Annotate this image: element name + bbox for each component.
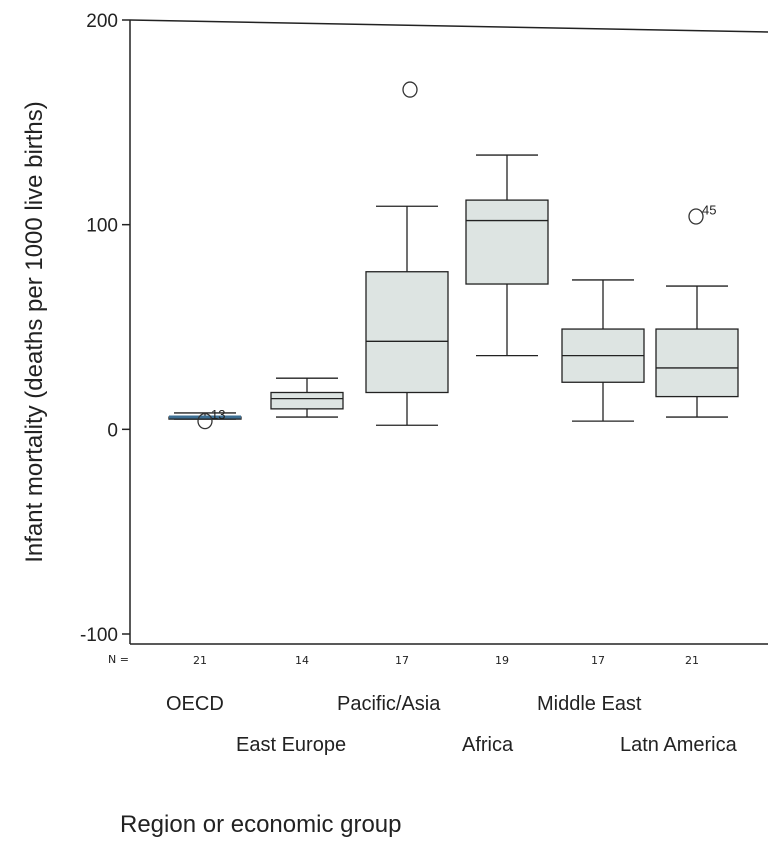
y-axis-title: Infant mortality (deaths per 1000 live b… [21,101,48,563]
category-label: East Europe [236,734,346,756]
y-tick-label: -100 [80,625,118,646]
category-label: Latn America [620,734,738,756]
box-latn-america [655,285,739,418]
box-east-europe [270,377,344,418]
outlier-point [402,81,418,98]
outlier-point [688,208,704,225]
category-label: Africa [462,734,514,756]
box-oecd [168,412,242,420]
boxes [168,154,739,426]
n-value: 17 [591,654,605,667]
outlier-label: 45 [702,202,716,217]
box-pacific-asia [365,205,449,426]
iqr-box [365,271,449,394]
n-value: 17 [395,654,409,667]
iqr-box [655,328,739,398]
n-prefix: N = [108,653,129,666]
y-ticks: -100 0 100 200 [80,11,130,646]
outlier-point [197,412,213,430]
outlier-label: 13 [211,407,225,422]
iqr-box [465,199,549,285]
n-values: 21 14 17 19 17 21 [193,654,699,667]
y-tick-label: 200 [86,11,118,32]
outliers: 13 45 [197,81,716,430]
box-africa [465,154,549,357]
category-label: Pacific/Asia [337,693,441,715]
category-labels: OECD East Europe Pacific/Asia Africa Middle … [166,693,738,756]
n-value: 19 [495,654,509,667]
n-value: 14 [295,654,309,667]
box-middle-east [561,279,645,422]
n-value: 21 [193,654,207,667]
top-frame-line [129,19,768,33]
y-tick-label: 0 [107,420,118,441]
category-label: OECD [166,693,224,715]
n-value: 21 [685,654,699,667]
x-axis-title: Region or economic group [120,811,402,838]
iqr-box [270,391,344,410]
y-tick-label: 100 [86,216,118,237]
category-label: Middle East [537,693,642,715]
